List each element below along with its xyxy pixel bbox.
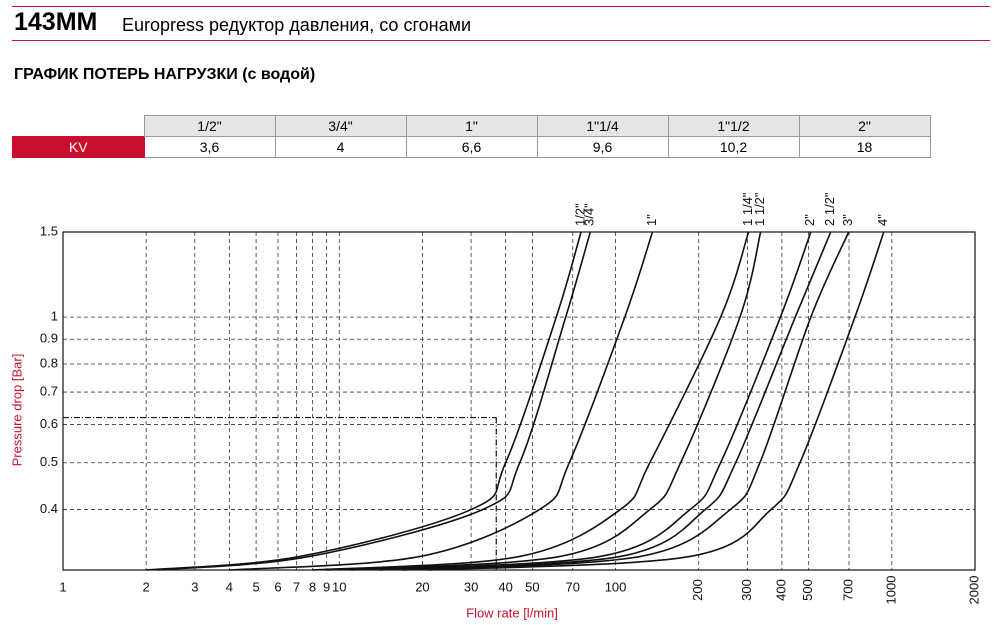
x-tick-label: 3	[191, 579, 198, 594]
curve	[326, 231, 762, 571]
y-tick-label: 1	[51, 309, 58, 324]
x-tick-label: 5	[252, 579, 259, 594]
x-tick-label: 200	[690, 579, 705, 601]
y-tick-label: 0.9	[40, 331, 58, 346]
plot-frame	[62, 231, 976, 571]
x-tick-label: 4	[226, 579, 233, 594]
y-tick-label: 0.7	[40, 383, 58, 398]
curve	[312, 231, 750, 571]
column-header: 3/4"	[274, 115, 407, 137]
column-header: 1"1/2	[667, 115, 800, 137]
x-tick-label: 70	[566, 579, 580, 594]
column-header: 2"	[798, 115, 931, 137]
curve-label: 2 1/2"	[822, 192, 837, 226]
x-tick-label: 300	[739, 579, 754, 601]
curve	[379, 231, 832, 571]
x-tick-label: 100	[605, 579, 627, 594]
x-tick-label: 20	[415, 579, 429, 594]
row-label: KV	[12, 136, 145, 158]
product-code: 143MM	[14, 8, 98, 36]
curve-label: 2"	[802, 214, 817, 226]
y-tick-label: 0.5	[40, 454, 58, 469]
curve	[402, 231, 850, 571]
x-tick-label: 500	[800, 579, 815, 601]
table-cell: 3,6	[143, 136, 276, 158]
curve	[229, 231, 654, 571]
table-cell: 18	[798, 136, 931, 158]
x-tick-label: 8	[309, 579, 316, 594]
y-tick-label: 0.8	[40, 355, 58, 370]
x-tick-label: 40	[498, 579, 512, 594]
y-tick-label: 0.4	[40, 501, 58, 516]
x-tick-label: 30	[464, 579, 478, 594]
x-tick-label: 1	[59, 579, 66, 594]
x-tick-label: 400	[773, 579, 788, 601]
x-tick-label: 9	[323, 579, 330, 594]
curve	[428, 231, 885, 571]
column-header: 1"	[405, 115, 538, 137]
x-tick-label: 700	[840, 579, 855, 601]
x-tick-label: 1000	[883, 576, 898, 605]
y-tick-label: 0.6	[40, 416, 58, 431]
table-cell: 9,6	[536, 136, 669, 158]
product-title: Europress редуктор давления, со сгонами	[122, 15, 472, 35]
curve-label: 4"	[875, 214, 890, 226]
curve-label: 3/4"	[582, 203, 597, 226]
x-tick-label: 6	[274, 579, 281, 594]
y-tick-label: 1.5	[40, 223, 58, 238]
curve-label: 1"	[644, 214, 659, 226]
column-header: 1/2"	[143, 115, 276, 137]
y-axis-label: Pressure drop [Bar]	[9, 354, 24, 467]
x-tick-label: 7	[293, 579, 300, 594]
table-row: KV 3,6 4 6,6 9,6 10,2 18	[12, 136, 931, 158]
kv-table: 1/2" 3/4" 1" 1"1/4 1"1/2 2" KV 3,6 4 6,6 9,6 10,2 18	[12, 115, 931, 158]
curve	[157, 231, 592, 571]
curve-label: 1 1/2"	[752, 192, 767, 226]
table-cell: 6,6	[405, 136, 538, 158]
curve-label: 3"	[840, 214, 855, 226]
table-header-row: 1/2" 3/4" 1" 1"1/4 1"1/2 2"	[13, 115, 931, 137]
curve	[350, 231, 812, 571]
curve-label: 1/2"	[572, 203, 587, 226]
curve	[146, 231, 582, 571]
curve-label: 1 1/4"	[740, 192, 755, 226]
x-tick-label: 10	[332, 579, 346, 594]
section-title: ГРАФИК ПОТЕРЬ НАГРУЗКИ (с водой)	[14, 66, 316, 83]
table-cell: 10,2	[667, 136, 800, 158]
column-header: 1"1/4	[536, 115, 669, 137]
top-rule	[12, 6, 990, 7]
header-rule	[12, 40, 990, 41]
x-axis-label: Flow rate [l/min]	[466, 605, 558, 620]
x-tick-label: 50	[525, 579, 539, 594]
x-tick-label: 2000	[966, 576, 981, 605]
x-tick-label: 2	[143, 579, 150, 594]
